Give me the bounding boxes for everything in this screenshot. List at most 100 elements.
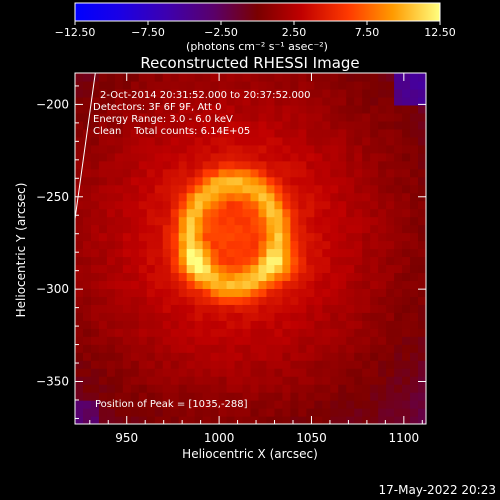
- heatmap-cell: [418, 408, 426, 417]
- heatmap-cell: [226, 344, 236, 353]
- heatmap-cell: [250, 184, 260, 194]
- heatmap-cell: [186, 96, 196, 106]
- colorbar-tick-label: −12.50: [55, 26, 96, 39]
- heatmap-cell: [418, 73, 426, 82]
- heatmap-cell: [226, 168, 236, 178]
- heatmap-cell: [98, 248, 108, 258]
- heatmap-cell: [266, 224, 276, 234]
- heatmap-cell: [170, 200, 180, 210]
- heatmap-cell: [194, 272, 204, 282]
- heatmap-cell: [106, 160, 116, 170]
- heatmap-cell: [130, 136, 140, 146]
- heatmap-cell: [370, 136, 379, 146]
- heatmap-cell: [90, 336, 100, 345]
- heatmap-cell: [370, 200, 379, 210]
- colorbar-tick-label: 12.50: [424, 26, 456, 39]
- heatmap-cell: [394, 168, 403, 178]
- heatmap-cell: [162, 320, 172, 329]
- heatmap-cell: [394, 416, 403, 424]
- heatmap-cell: [210, 240, 220, 250]
- heatmap-cell: [338, 344, 347, 353]
- heatmap-cell: [226, 368, 236, 377]
- heatmap-cell: [98, 296, 108, 305]
- heatmap-cell: [298, 208, 307, 218]
- heatmap-cell: [266, 136, 276, 146]
- heatmap-cell: [322, 104, 331, 114]
- heatmap-cell: [258, 272, 268, 282]
- heatmap-cell: [290, 368, 299, 377]
- heatmap-cell: [186, 376, 196, 385]
- heatmap-cell: [298, 232, 307, 242]
- heatmap-cell: [210, 80, 220, 90]
- heatmap-cell: [210, 112, 220, 122]
- heatmap-cell: [322, 184, 331, 194]
- heatmap-cell: [274, 400, 284, 409]
- heatmap-cell: [154, 128, 164, 138]
- heatmap-cell: [114, 96, 124, 106]
- heatmap-cell: [154, 208, 164, 218]
- heatmap-cell: [346, 400, 355, 409]
- heatmap-cell: [266, 400, 276, 409]
- heatmap-cell: [114, 392, 124, 401]
- heatmap-cell: [298, 384, 307, 393]
- heatmap-cell: [162, 352, 172, 361]
- heatmap-cell: [250, 176, 260, 186]
- heatmap-cell: [82, 392, 92, 401]
- heatmap-cell: [290, 232, 299, 242]
- heatmap-cell: [370, 312, 379, 321]
- heatmap-cell: [234, 104, 244, 114]
- heatmap-cell: [194, 264, 204, 274]
- heatmap-cell: [194, 392, 204, 401]
- heatmap-cell: [418, 288, 426, 297]
- heatmap-cell: [90, 160, 100, 170]
- heatmap-cell: [290, 296, 299, 305]
- heatmap-cell: [75, 368, 84, 377]
- heatmap-cell: [298, 368, 307, 377]
- heatmap-cell: [410, 80, 419, 90]
- heatmap-cell: [290, 392, 299, 401]
- heatmap-cell: [226, 152, 236, 162]
- heatmap-cell: [130, 160, 140, 170]
- heatmap-cell: [226, 280, 236, 289]
- heatmap-cell: [410, 392, 419, 401]
- heatmap-cell: [314, 192, 323, 202]
- heatmap-cell: [202, 328, 212, 337]
- heatmap-cell: [242, 376, 252, 385]
- heatmap-cell: [282, 112, 291, 122]
- heatmap-cell: [330, 184, 339, 194]
- heatmap-cell: [418, 88, 426, 98]
- heatmap-cell: [402, 344, 411, 353]
- heatmap-cell: [122, 160, 132, 170]
- heatmap-cell: [178, 400, 188, 409]
- heatmap-cell: [106, 392, 116, 401]
- heatmap-cell: [122, 272, 132, 282]
- heatmap-cell: [338, 224, 347, 234]
- heatmap-cell: [338, 144, 347, 154]
- heatmap-cell: [402, 280, 411, 289]
- heatmap-cell: [194, 176, 204, 186]
- heatmap-cell: [418, 248, 426, 258]
- heatmap-cell: [338, 152, 347, 162]
- heatmap-cell: [170, 80, 180, 90]
- heatmap-cell: [242, 296, 252, 305]
- heatmap-cell: [162, 144, 172, 154]
- heatmap-cell: [402, 128, 411, 138]
- heatmap-cell: [146, 360, 156, 369]
- heatmap-cell: [394, 160, 403, 170]
- heatmap-cell: [98, 312, 108, 321]
- heatmap-cell: [370, 240, 379, 250]
- heatmap-cell: [122, 248, 132, 258]
- heatmap-cell: [274, 96, 284, 106]
- heatmap-cell: [314, 224, 323, 234]
- heatmap-cell: [122, 320, 132, 329]
- heatmap-cell: [186, 240, 196, 250]
- heatmap-cell: [258, 112, 268, 122]
- heatmap-cell: [90, 144, 100, 154]
- heatmap-cell: [394, 408, 403, 417]
- heatmap-cell: [250, 328, 260, 337]
- heatmap-cell: [186, 280, 196, 289]
- heatmap-cell: [338, 352, 347, 361]
- heatmap-cell: [394, 376, 403, 385]
- heatmap-cell: [146, 264, 156, 274]
- heatmap-cell: [194, 88, 204, 98]
